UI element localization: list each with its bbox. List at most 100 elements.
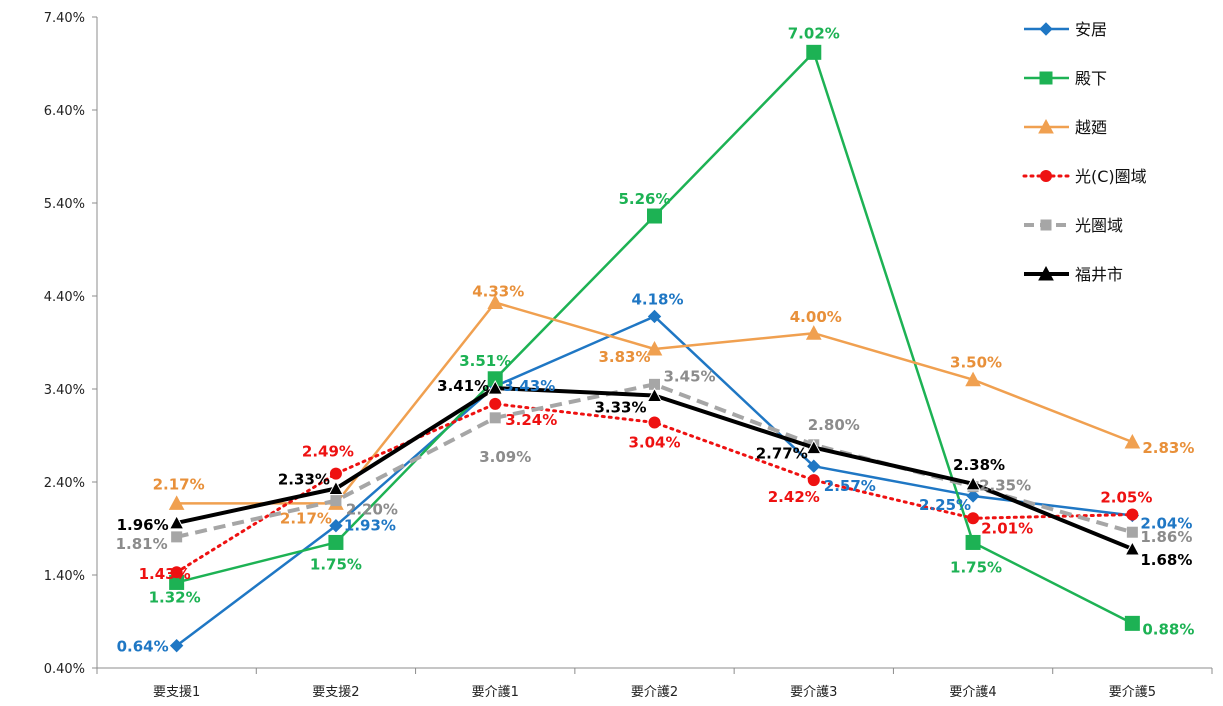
- data-point-marker: [807, 474, 820, 487]
- data-point-marker: [489, 412, 501, 424]
- y-tick-label: 0.40%: [44, 662, 85, 677]
- data-point-marker: [967, 512, 980, 525]
- data-point-marker: [648, 416, 661, 429]
- data-point-marker: [646, 340, 663, 356]
- data-label: 2.57%: [824, 477, 876, 495]
- data-label: 2.35%: [979, 477, 1031, 495]
- data-point-marker: [965, 371, 981, 387]
- data-labels: 0.64% 1.93% 3.43% 4.18% 2.57% 2.25% 2.04% 1.32%…: [116, 24, 1195, 655]
- data-label: 3.41%: [437, 377, 489, 395]
- data-label: 4.00%: [790, 308, 842, 326]
- legend-item-4: 光(C)圏域: [1022, 167, 1147, 186]
- x-tick-label: 要介護1: [472, 684, 519, 700]
- legend-label: 光(C)圏域: [1075, 167, 1147, 186]
- x-tick-label: 要介護2: [631, 684, 678, 700]
- data-label: 3.45%: [664, 367, 716, 385]
- data-point-marker: [171, 531, 183, 543]
- data-label: 2.49%: [302, 443, 354, 461]
- data-label: 3.83%: [598, 348, 650, 366]
- data-label: 2.80%: [808, 416, 860, 434]
- data-label: 1.32%: [149, 588, 201, 606]
- legend-marker: [1038, 265, 1054, 281]
- data-label: 1.86%: [1140, 528, 1192, 546]
- data-label: 4.33%: [472, 283, 524, 301]
- data-label: 2.42%: [768, 488, 820, 506]
- data-label: 3.09%: [479, 448, 531, 466]
- data-label: 1.96%: [117, 516, 169, 534]
- data-point-marker: [1124, 433, 1141, 449]
- legend-marker: [1040, 219, 1052, 231]
- data-label: 3.24%: [505, 411, 557, 429]
- series-4: [170, 397, 1139, 579]
- data-label: 7.02%: [788, 24, 840, 42]
- data-label: 1.43%: [139, 565, 191, 583]
- y-tick-label: 1.40%: [44, 569, 85, 584]
- data-point-marker: [1124, 615, 1140, 631]
- data-label: 3.43%: [503, 377, 555, 395]
- legend-item-6: 福井市: [1024, 265, 1123, 284]
- series-layer: [168, 44, 1141, 653]
- data-label: 1.75%: [310, 555, 362, 573]
- data-point-marker: [489, 397, 502, 410]
- x-tick-label: 要支援1: [153, 685, 200, 700]
- data-point-marker: [965, 475, 981, 491]
- data-point-marker: [647, 309, 662, 324]
- data-label: 3.04%: [628, 433, 680, 451]
- data-label: 2.33%: [278, 471, 330, 489]
- legend-label: 越廼: [1075, 118, 1107, 137]
- x-tick-label: 要介護5: [1109, 684, 1156, 700]
- data-label: 5.26%: [618, 190, 670, 208]
- data-point-marker: [487, 294, 504, 310]
- data-point-marker: [1126, 508, 1139, 521]
- data-label: 2.17%: [280, 509, 332, 527]
- data-label: 2.25%: [919, 496, 971, 514]
- data-point-marker: [168, 514, 185, 530]
- data-label: 1.81%: [116, 535, 168, 553]
- legend-item-5: 光圏域: [1024, 216, 1123, 235]
- data-point-marker: [329, 467, 342, 480]
- y-tick-label: 7.40%: [44, 11, 85, 26]
- data-label: 0.64%: [117, 638, 169, 656]
- data-label: 4.18%: [631, 290, 683, 308]
- y-tick-label: 5.40%: [44, 197, 85, 212]
- data-label: 0.88%: [1142, 620, 1194, 638]
- data-point-marker: [487, 380, 504, 395]
- axes: 0.40% 1.40% 2.40% 3.40% 4.40% 5.40% 6.40% 7.40%…: [44, 11, 1213, 700]
- data-label: 1.93%: [344, 517, 396, 535]
- series-6: [168, 380, 1141, 556]
- data-label: 2.04%: [1140, 514, 1192, 532]
- data-label: 3.50%: [950, 354, 1002, 372]
- x-tick-label: 要支援2: [312, 685, 359, 700]
- data-point-marker: [330, 495, 342, 507]
- legend-marker: [1040, 170, 1052, 182]
- x-tick-label: 要介護3: [790, 684, 837, 700]
- legend-marker: [1038, 118, 1054, 134]
- legend-marker: [1039, 71, 1053, 85]
- data-point-marker: [1126, 526, 1138, 538]
- data-point-marker: [169, 638, 184, 653]
- legend-label: 殿下: [1075, 69, 1107, 88]
- data-point-marker: [647, 208, 662, 224]
- legend-item-3: 越廼: [1024, 118, 1107, 137]
- legend-label: 福井市: [1075, 265, 1123, 284]
- data-point-marker: [329, 519, 343, 533]
- data-point-marker: [1124, 540, 1141, 556]
- data-label: 2.01%: [981, 519, 1033, 537]
- data-point-marker: [966, 489, 980, 503]
- data-label: 1.75%: [950, 558, 1002, 576]
- series-2: [169, 44, 1140, 631]
- data-label: 2.20%: [346, 501, 398, 519]
- y-tick-label: 2.40%: [44, 476, 85, 491]
- data-point-marker: [807, 459, 821, 473]
- data-point-marker: [328, 480, 344, 496]
- y-tick-label: 3.40%: [44, 383, 85, 398]
- legend-label: 安居: [1075, 20, 1107, 39]
- legend-item-2: 殿下: [1024, 69, 1107, 88]
- data-point-marker: [806, 44, 822, 60]
- data-label: 3.33%: [594, 399, 646, 417]
- legend-marker: [1039, 22, 1053, 36]
- data-point-marker: [805, 439, 822, 455]
- y-tick-label: 4.40%: [44, 290, 85, 305]
